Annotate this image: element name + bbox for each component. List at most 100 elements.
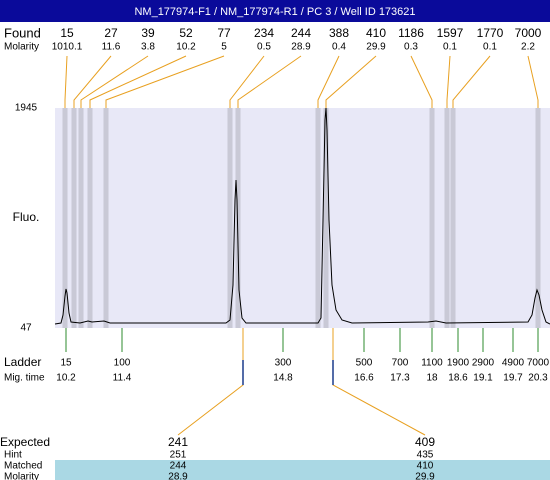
mig-time: 16.6	[354, 373, 374, 384]
molarity-value: 0.1	[483, 42, 497, 53]
peak-connector	[410, 55, 433, 108]
molarity-value: 10.2	[176, 42, 196, 53]
peak-band	[450, 108, 456, 328]
peak-connector	[89, 55, 187, 108]
ladder-size: 100	[114, 358, 131, 369]
ladder-size: 4900	[502, 358, 525, 369]
found-value: 52	[179, 26, 193, 40]
peak-connector	[229, 55, 265, 108]
molarity-value: 0.3	[404, 42, 418, 53]
result-value: 28.9	[168, 472, 188, 480]
found-value: 234	[254, 26, 274, 40]
result-value: 29.9	[415, 472, 435, 480]
peak-band	[315, 108, 321, 328]
peak-connector	[446, 55, 451, 108]
mig-time: 17.3	[390, 373, 410, 384]
result-value: 409	[415, 435, 435, 449]
result-label: Expected	[0, 435, 50, 449]
found-value: 1770	[477, 26, 504, 40]
result-label: Molarity	[4, 472, 39, 480]
mig-time: 18	[426, 373, 438, 384]
result-value: 410	[417, 461, 434, 472]
molarity-label: Molarity	[4, 42, 39, 53]
result-label: Hint	[4, 450, 22, 461]
found-value: 7000	[515, 26, 542, 40]
molarity-value: 2.2	[521, 42, 535, 53]
molarity-value: 0.1	[443, 42, 457, 53]
found-value: 1186	[398, 26, 424, 40]
found-value: 244	[291, 26, 311, 40]
mig-time: 18.6	[448, 373, 468, 384]
result-value: 241	[168, 435, 188, 449]
found-value: 77	[217, 26, 231, 40]
peak-connector	[325, 55, 377, 108]
title-bar	[0, 0, 550, 22]
mig-time: 14.8	[273, 373, 293, 384]
peak-band	[62, 108, 68, 328]
result-value: 251	[170, 450, 187, 461]
peak-band	[227, 108, 233, 328]
molarity-value: 0.4	[332, 42, 346, 53]
molarity-value: 11.6	[102, 42, 121, 53]
peak-connector	[64, 55, 68, 108]
found-value: 410	[366, 26, 386, 40]
result-value: 435	[417, 450, 434, 461]
y-label: Fluo.	[13, 210, 40, 224]
result-value: 244	[170, 461, 187, 472]
molarity-value: 0.5	[257, 42, 271, 53]
title: NM_177974-F1 / NM_177974-R1 / PC 3 / Wel…	[134, 6, 415, 18]
peak-connector	[527, 55, 539, 108]
found-value: 388	[329, 26, 349, 40]
peak-band	[78, 108, 84, 328]
mig-time: 10.2	[56, 373, 76, 384]
molarity-value: 1010.1	[52, 42, 83, 53]
ladder-size: 300	[275, 358, 292, 369]
mig-time: 20.3	[528, 373, 548, 384]
peak-band	[87, 108, 93, 328]
molarity-value: 5	[221, 42, 227, 53]
peak-band	[323, 108, 329, 328]
peak-band	[235, 108, 241, 328]
mig-time: 11.4	[113, 373, 132, 384]
ladder-size: 500	[356, 358, 373, 369]
trace	[54, 107, 550, 325]
peak-connector	[73, 55, 112, 108]
mig-time: 19.1	[473, 373, 493, 384]
molarity-value: 29.9	[366, 42, 386, 53]
mig-time-label: Mig. time	[4, 373, 45, 384]
peak-band	[71, 108, 77, 328]
matched-highlight	[55, 460, 550, 480]
found-label: Found	[4, 25, 41, 40]
peak-connector	[452, 55, 491, 108]
peak-connector	[317, 55, 340, 108]
found-value: 39	[141, 26, 155, 40]
peak-band	[103, 108, 109, 328]
expected-connector	[177, 328, 244, 436]
found-value: 1597	[437, 26, 464, 40]
ladder-size: 1900	[447, 358, 470, 369]
mig-time: 19.7	[503, 373, 523, 384]
ladder-size: 1100	[421, 358, 443, 369]
peak-connector	[105, 55, 225, 108]
y-min: 47	[20, 323, 32, 334]
y-max: 1945	[15, 103, 38, 114]
ladder-size: 2900	[472, 358, 495, 369]
plot-area	[55, 108, 550, 328]
peak-connector	[80, 55, 149, 108]
result-label: Matched	[4, 461, 42, 472]
peak-band	[535, 108, 541, 328]
found-value: 27	[104, 26, 118, 40]
peak-connector	[237, 55, 302, 108]
ladder-label: Ladder	[4, 355, 41, 369]
ladder-size: 700	[392, 358, 409, 369]
found-value: 15	[60, 26, 74, 40]
molarity-value: 3.8	[141, 42, 155, 53]
peak-band	[429, 108, 435, 328]
peak-band	[444, 108, 450, 328]
ladder-size: 15	[60, 358, 72, 369]
ladder-size: 7000	[527, 358, 550, 369]
molarity-value: 28.9	[291, 42, 311, 53]
expected-connector	[332, 328, 426, 436]
